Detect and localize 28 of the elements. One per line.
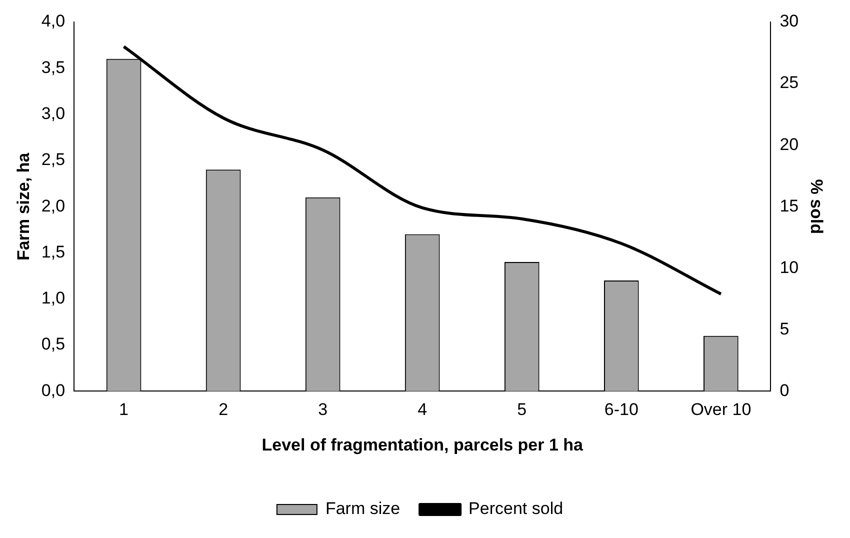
y-tick-label: 4,0 (41, 12, 66, 31)
x-tick-label: 1 (119, 400, 129, 420)
x-tick-label: 3 (318, 400, 328, 420)
y2-tick-label: 15 (780, 196, 799, 216)
y2-tick-label: 20 (780, 134, 799, 154)
y-tick-label: 3,5 (41, 58, 66, 77)
y-tick-label: 2,0 (41, 196, 66, 216)
y-tick-label: 0,0 (41, 380, 66, 400)
x-axis-title: Level of fragmentation, parcels per 1 ha (262, 435, 584, 454)
x-tick-label: Over 10 (690, 400, 752, 420)
x-tick-label: 4 (418, 400, 428, 420)
x-tick-label: 6-10 (604, 400, 638, 420)
legend-label: Percent sold (468, 499, 564, 518)
y2-tick-label: 10 (780, 258, 799, 277)
y2-tick-label: 5 (780, 319, 790, 338)
y2-tick-label: 30 (780, 12, 799, 31)
y-tick-label: 0,5 (41, 334, 66, 354)
x-tick-label: 2 (218, 400, 228, 420)
y2-tick-label: 25 (780, 73, 799, 92)
y2-axis-title: % sold (807, 179, 826, 234)
y-tick-label: 1,5 (41, 242, 66, 262)
y2-tick-label: 0 (780, 380, 790, 400)
x-tick-label: 5 (517, 400, 527, 420)
legend-label: Farm size (325, 499, 400, 518)
y-tick-label: 2,5 (41, 150, 66, 170)
y-tick-label: 1,0 (41, 288, 66, 308)
y-tick-label: 3,0 (41, 104, 66, 123)
y-axis-title: Farm size, ha (14, 152, 33, 260)
